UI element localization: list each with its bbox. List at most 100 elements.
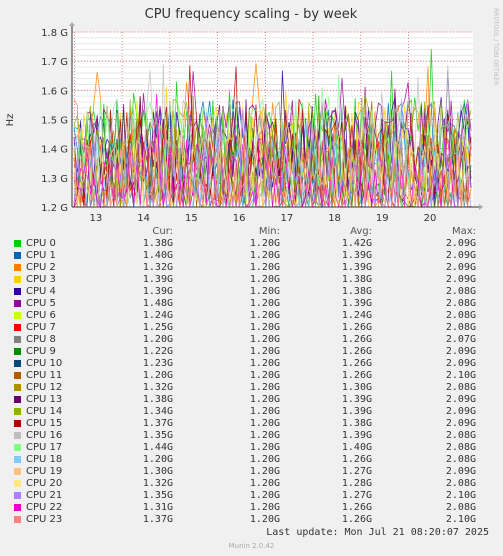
legend-value-min: 1.20G [249, 250, 280, 261]
legend-value-avg: 1.24G [341, 310, 372, 321]
legend-value-max: 2.09G [445, 238, 476, 249]
y-axis-label: Hz [5, 114, 16, 127]
legend-value-min: 1.20G [249, 490, 280, 501]
legend-value-avg: 1.26G [341, 370, 372, 381]
legend-value-max: 2.08G [445, 454, 476, 465]
legend-value-max: 2.08G [445, 298, 476, 309]
legend-row: CPU 12 1.32G 1.20G 1.30G 2.08G [0, 382, 503, 394]
legend-value-avg: 1.39G [341, 262, 372, 273]
legend-series-name: CPU 12 [26, 382, 63, 393]
legend-series-name: CPU 23 [26, 514, 63, 525]
x-tick-label: 14 [137, 213, 150, 224]
y-tick-label: 1.4 G [41, 145, 68, 156]
legend-series-name: CPU 2 [26, 262, 56, 273]
legend-value-cur: 1.34G [142, 406, 173, 417]
series-line [74, 114, 472, 209]
legend-row: CPU 6 1.24G 1.20G 1.24G 2.08G [0, 310, 503, 322]
y-axis-arrow [69, 22, 75, 26]
legend-value-max: 2.08G [445, 310, 476, 321]
x-tick-label: 17 [280, 213, 293, 224]
legend-row: CPU 2 1.32G 1.20G 1.39G 2.09G [0, 262, 503, 274]
legend-value-cur: 1.20G [142, 334, 173, 345]
legend-value-cur: 1.37G [142, 514, 173, 525]
legend-value-cur: 1.32G [142, 382, 173, 393]
legend-series-name: CPU 4 [26, 286, 56, 297]
legend-series-name: CPU 20 [26, 478, 63, 489]
legend-value-cur: 1.20G [142, 454, 173, 465]
legend-value-min: 1.20G [249, 478, 280, 489]
legend-value-min: 1.20G [249, 394, 280, 405]
legend-header-cur: Cur: [152, 226, 173, 237]
series-line [73, 88, 472, 204]
legend-value-cur: 1.35G [142, 430, 173, 441]
legend-value-avg: 1.39G [341, 406, 372, 417]
legend-value-min: 1.20G [249, 514, 280, 525]
x-axis-arrow [479, 204, 483, 210]
legend-value-max: 2.08G [445, 382, 476, 393]
legend-value-max: 2.08G [445, 502, 476, 513]
y-tick-label: 1.8 G [41, 28, 68, 39]
legend-series-name: CPU 5 [26, 298, 56, 309]
legend-value-max: 2.09G [445, 466, 476, 477]
x-tick-label: 13 [90, 213, 103, 224]
legend-series-name: CPU 8 [26, 334, 56, 345]
legend-value-max: 2.08G [445, 286, 476, 297]
legend-series-name: CPU 9 [26, 346, 56, 357]
legend-series-name: CPU 11 [26, 370, 63, 381]
legend-value-min: 1.20G [249, 262, 280, 273]
legend-value-cur: 1.23G [142, 358, 173, 369]
series-line [73, 137, 472, 208]
legend-value-min: 1.20G [249, 286, 280, 297]
legend-series-name: CPU 17 [26, 442, 63, 453]
legend-row: CPU 3 1.39G 1.20G 1.38G 2.09G [0, 274, 503, 286]
legend-value-avg: 1.40G [341, 442, 372, 453]
legend-value-avg: 1.26G [341, 322, 372, 333]
legend-value-max: 2.09G [445, 406, 476, 417]
legend-series-name: CPU 18 [26, 454, 63, 465]
legend-value-max: 2.10G [445, 514, 476, 525]
legend-value-avg: 1.39G [341, 430, 372, 441]
legend-series-name: CPU 3 [26, 274, 56, 285]
legend-swatch [14, 432, 21, 439]
legend-header-avg: Avg: [350, 226, 372, 237]
legend-swatch [14, 384, 21, 391]
legend-row: CPU 19 1.30G 1.20G 1.27G 2.09G [0, 466, 503, 478]
legend-value-cur: 1.39G [142, 274, 173, 285]
legend-value-min: 1.20G [249, 238, 280, 249]
legend-swatch [14, 336, 21, 343]
legend-series-name: CPU 16 [26, 430, 63, 441]
legend-swatch [14, 492, 21, 499]
legend-value-min: 1.20G [249, 454, 280, 465]
legend-value-max: 2.08G [445, 478, 476, 489]
legend-swatch [14, 468, 21, 475]
legend-value-avg: 1.26G [341, 514, 372, 525]
legend-swatch [14, 300, 21, 307]
legend-row: CPU 13 1.38G 1.20G 1.39G 2.09G [0, 394, 503, 406]
legend-value-cur: 1.32G [142, 478, 173, 489]
legend-row: CPU 23 1.37G 1.20G 1.26G 2.10G [0, 514, 503, 526]
legend-value-avg: 1.38G [341, 418, 372, 429]
legend-row: CPU 10 1.23G 1.20G 1.26G 2.09G [0, 358, 503, 370]
legend-value-cur: 1.48G [142, 298, 173, 309]
legend-value-max: 2.08G [445, 430, 476, 441]
footer-version: Munin 2.0.42 [228, 542, 275, 550]
legend-value-cur: 1.30G [142, 466, 173, 477]
legend-row: CPU 1 1.40G 1.20G 1.39G 2.09G [0, 250, 503, 262]
y-tick-label: 1.6 G [41, 86, 68, 97]
legend-value-max: 2.07G [445, 334, 476, 345]
legend-series-name: CPU 7 [26, 322, 56, 333]
legend-series-name: CPU 0 [26, 238, 56, 249]
legend-value-avg: 1.26G [341, 454, 372, 465]
legend-value-avg: 1.26G [341, 346, 372, 357]
legend-swatch [14, 360, 21, 367]
legend-series-name: CPU 15 [26, 418, 63, 429]
legend-row: CPU 22 1.31G 1.20G 1.26G 2.08G [0, 502, 503, 514]
y-tick-label: 1.2 G [41, 203, 68, 214]
legend-value-max: 2.09G [445, 346, 476, 357]
legend-value-avg: 1.39G [341, 394, 372, 405]
legend-value-cur: 1.40G [142, 250, 173, 261]
legend-row: CPU 18 1.20G 1.20G 1.26G 2.08G [0, 454, 503, 466]
legend-value-min: 1.20G [249, 298, 280, 309]
legend-value-avg: 1.39G [341, 250, 372, 261]
legend-value-max: 2.10G [445, 370, 476, 381]
